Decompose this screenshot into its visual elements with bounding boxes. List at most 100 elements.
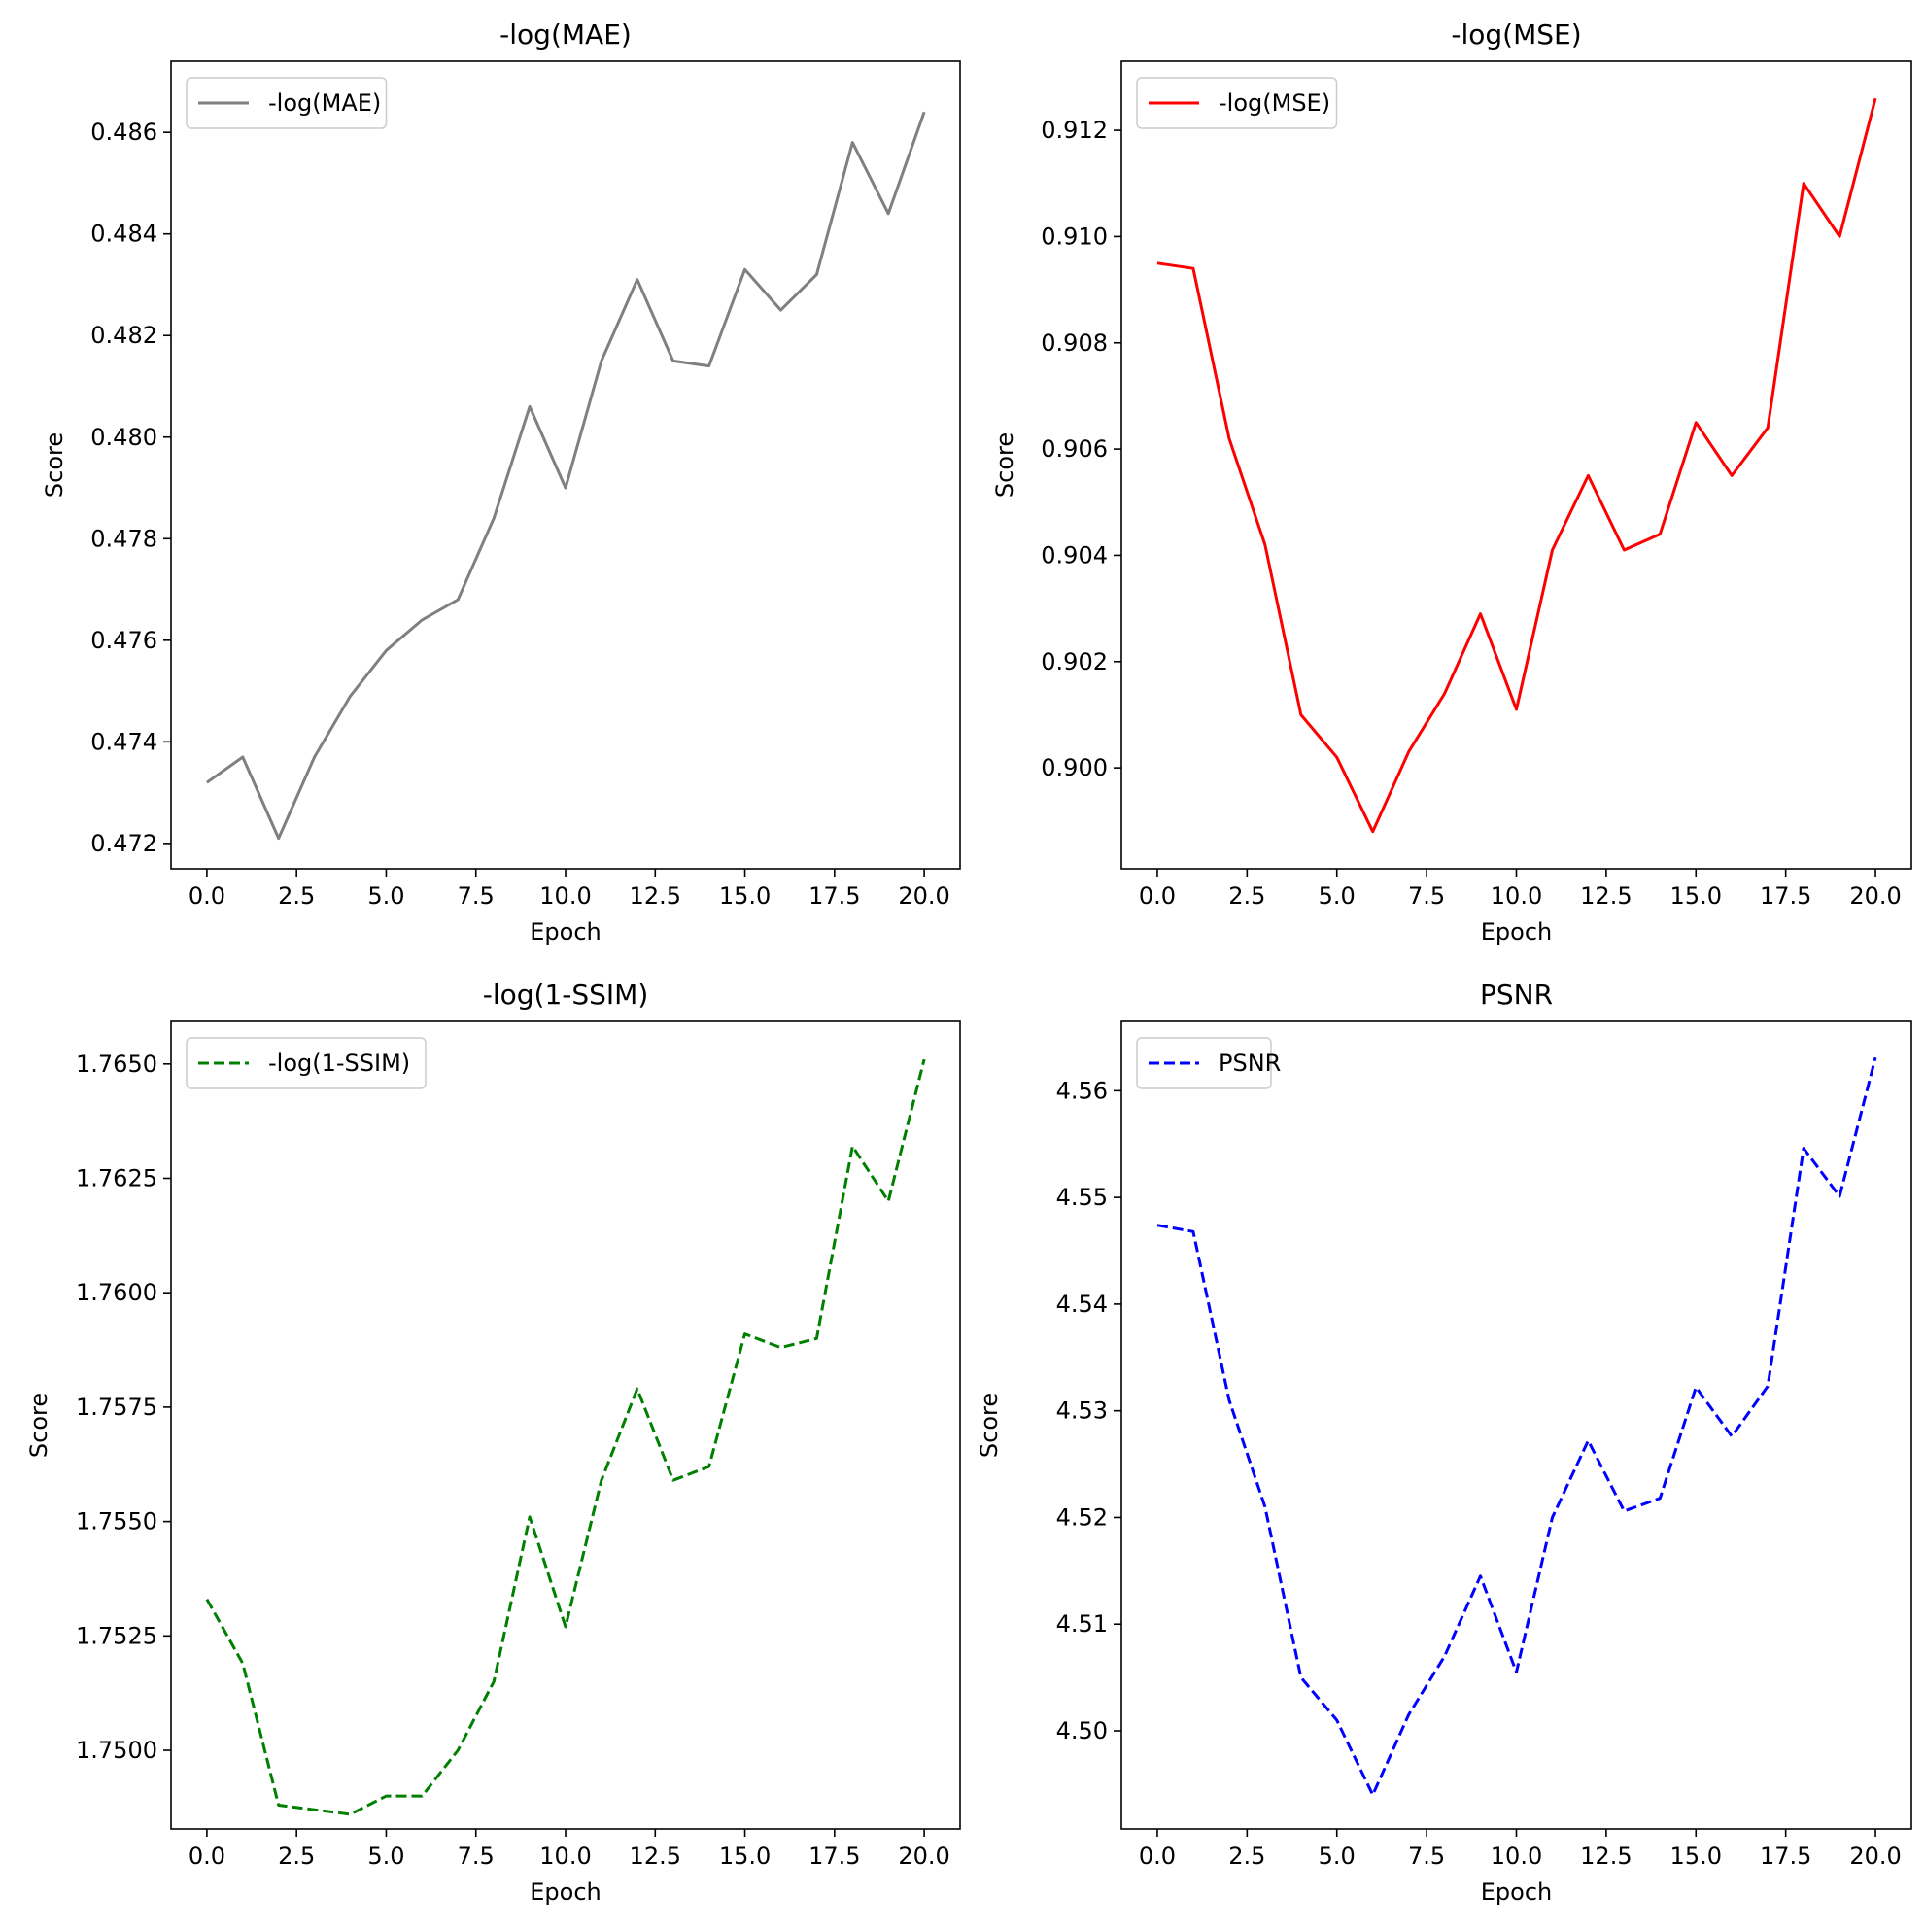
legend-box [186,1037,427,1089]
data-point [886,212,890,216]
y-tick-label: 0.904 [1041,541,1108,569]
x-tick-label: 17.5 [808,882,860,910]
y-tick-label: 0.478 [90,525,157,552]
data-point [528,404,532,408]
data-point [349,1812,353,1816]
data-point [1838,1194,1841,1198]
data-point [1766,426,1770,430]
x-tick-label: 2.5 [1228,1843,1265,1870]
data-point [778,1346,782,1350]
y-tick-label: 0.910 [1041,223,1108,250]
legend-label: PSNR [1219,1050,1281,1077]
data-point [1802,182,1805,186]
data-point [1263,543,1267,547]
x-tick-label: 15.0 [719,882,771,910]
data-point [456,598,460,602]
data-point [492,516,496,520]
chart-panel-2: -log(MSE) 0.0 2.5 5.0 7.5 10.0 12.5 15.0 17.5 20.… [991,18,1912,946]
data-point [1873,96,1877,100]
legend: -log(1-SSIM) [186,1037,427,1089]
x-tick-label: 7.5 [1408,882,1445,910]
data-point [1407,750,1411,754]
data-point [1479,1574,1483,1578]
legend-box [1136,1037,1272,1089]
x-tick-label: 20.0 [1849,882,1901,910]
data-point [1873,1055,1877,1059]
data-point [671,1478,675,1482]
x-tick-label: 2.5 [1228,882,1265,910]
data-point [1550,548,1554,552]
data-point [1515,707,1519,711]
data-point [1299,1675,1303,1679]
x-tick-label: 12.5 [1580,882,1632,910]
x-tick-label: 0.0 [189,882,225,910]
y-tick-label: 0.906 [1041,435,1108,463]
x-tick-label: 2.5 [278,1843,315,1870]
y-tick-label: 4.55 [1056,1184,1108,1211]
x-tick-label: 17.5 [808,1843,860,1870]
y-tick-label: 1.7550 [76,1508,157,1535]
y-tick-label: 0.476 [90,627,157,654]
x-tick-label: 0.0 [189,1843,225,1870]
data-point [277,1804,281,1808]
x-tick-label: 10.0 [539,1843,591,1870]
x-tick-label: 5.0 [1319,882,1356,910]
x-tick-label: 20.0 [1849,1843,1901,1870]
data-point [671,359,675,362]
x-tick-label: 12.5 [630,1843,681,1870]
x-tick-label: 5.0 [367,882,404,910]
legend-label: -log(1-SSIM) [268,1050,410,1077]
y-axis-label: Score [25,1393,52,1458]
plot-frame [1120,1020,1912,1830]
data-point [922,110,926,114]
data-point [205,780,209,784]
data-point [277,837,281,841]
y-tick-label: 4.53 [1056,1397,1108,1425]
y-tick-label: 0.902 [1041,648,1108,675]
data-point [1371,1793,1375,1797]
x-axis-label: Epoch [530,1879,602,1906]
data-point [1155,261,1159,265]
x-tick-label: 17.5 [1760,882,1811,910]
chart-title: -log(1-SSIM) [483,979,649,1011]
y-tick-label: 0.908 [1041,329,1108,357]
x-tick-label: 2.5 [278,882,315,910]
legend: -log(MAE) [186,77,388,129]
x-tick-label: 17.5 [1760,1843,1811,1870]
y-tick-label: 1.7650 [76,1051,157,1078]
chart-panel-1: -log(MAE) 0.0 2.5 5.0 7.5 10.0 12.5 15.0 17.5 20.… [41,18,961,946]
x-tick-label: 12.5 [630,882,681,910]
data-point [349,694,353,698]
chart-title: PSNR [1480,979,1553,1011]
data-point [1658,533,1662,536]
x-tick-label: 15.0 [719,1843,771,1870]
chart-panel-3: -log(1-SSIM) 0.0 2.5 5.0 7.5 10.0 12.5 15.0 17.5… [25,979,961,1906]
series-line [1156,1056,1877,1797]
y-axis-label: Score [976,1393,1003,1458]
data-point [420,618,424,622]
x-tick-label: 10.0 [1491,1843,1542,1870]
data-point [420,1794,424,1798]
data-point [1802,1147,1805,1151]
plot-frame [170,1020,961,1830]
data-point [743,267,747,271]
series-line [205,1058,926,1816]
data-point [1299,712,1303,716]
chart-title: -log(MSE) [1451,18,1581,51]
y-axis-label: Score [991,432,1018,498]
data-point [814,273,818,277]
data-point [636,278,639,282]
x-axis-label: Epoch [530,918,602,946]
y-tick-label: 0.482 [90,322,157,349]
x-tick-label: 5.0 [367,1843,404,1870]
y-tick-label: 0.484 [90,221,157,248]
data-point [600,359,603,362]
y-tick-label: 1.7575 [76,1394,157,1421]
data-point [241,1662,245,1666]
data-point [564,1625,567,1629]
data-point [528,1515,532,1519]
y-axis-label: Score [41,432,68,498]
x-tick-label: 0.0 [1139,1843,1176,1870]
y-tick-label: 4.54 [1056,1291,1108,1318]
